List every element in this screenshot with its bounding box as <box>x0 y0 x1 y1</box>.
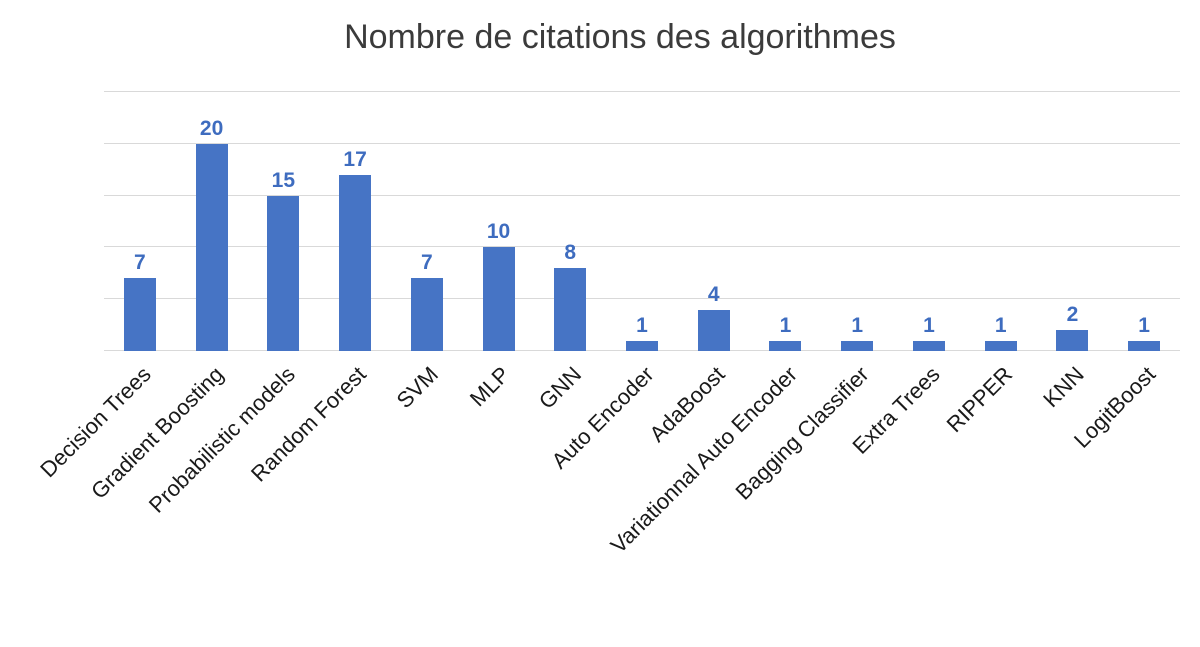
bar <box>841 340 874 351</box>
bar <box>984 340 1017 351</box>
gridline <box>104 246 1180 248</box>
bar-slot: 7 SVM <box>391 92 463 412</box>
x-axis-label: SVM <box>391 361 444 413</box>
bar-value-label: 1 <box>923 313 935 337</box>
bar-value-label: 8 <box>564 241 577 265</box>
bar-slot: 1 Bagging Classifier <box>730 92 893 505</box>
bar <box>769 340 802 351</box>
bar-value-label: 1 <box>851 313 864 337</box>
bar <box>267 195 300 351</box>
bar-value-label: 1 <box>1138 313 1150 337</box>
bar-value-label: 4 <box>707 282 720 306</box>
bar-value-label: 17 <box>343 147 367 171</box>
x-axis-label: Bagging Classifier <box>730 361 874 505</box>
bar-value-label: 7 <box>134 251 146 275</box>
bar <box>410 278 443 351</box>
bar <box>123 278 156 351</box>
bar-slot: 2 KNN <box>1037 92 1109 412</box>
bar-value-label: 1 <box>636 313 648 337</box>
bar <box>339 174 372 351</box>
bar-value-label: 15 <box>271 168 296 192</box>
bar-slot: 8 GNN <box>534 92 606 414</box>
bar-value-label: 2 <box>1066 303 1079 327</box>
bar <box>554 268 587 351</box>
bar-value-label: 1 <box>779 313 792 337</box>
bar-slot: 7 Decision Trees <box>36 92 176 482</box>
gridline <box>104 194 1180 196</box>
bar-slot: 1 Variationnal Auto Encoder <box>605 92 822 558</box>
bar-slot: 17 Random Forest <box>246 92 391 487</box>
bar-slot: 4 AdaBoost <box>645 92 750 447</box>
bar-slot: 15 Probabilistic models <box>144 92 319 518</box>
bar <box>697 309 730 351</box>
bar <box>1056 330 1089 351</box>
bar <box>195 143 228 351</box>
bars-container: 7 Decision Trees 20 Gradient Boosting 15 Prob… <box>36 92 1180 558</box>
bar-slot: 10 MLP <box>463 92 535 411</box>
plot-area: 7 Decision Trees 20 Gradient Boosting 15 Prob… <box>36 91 1180 558</box>
gridline <box>104 298 1180 300</box>
bar-slot: 1 RIPPER <box>941 92 1037 438</box>
bar-slot: 1 LogitBoost <box>1069 92 1180 453</box>
bar-value-label: 7 <box>420 251 433 275</box>
bar <box>482 247 515 351</box>
x-axis-label: RIPPER <box>941 361 1017 438</box>
bar-value-label: 20 <box>199 116 224 140</box>
gridline <box>104 91 1180 92</box>
bar <box>912 340 945 351</box>
bar <box>626 340 658 351</box>
chart-title: Nombre de citations des algorithmes <box>344 18 896 56</box>
x-axis-label: GNN <box>534 361 587 414</box>
x-axis-label: KNN <box>1038 361 1089 413</box>
bar-value-label: 1 <box>994 313 1007 337</box>
bar-slot: 1 Auto Encoder <box>546 92 678 474</box>
bar-value-label: 10 <box>486 220 511 244</box>
x-axis-label: MLP <box>465 361 515 412</box>
x-axis-label: Gradient Boosting <box>85 361 228 504</box>
bar <box>1128 340 1161 351</box>
bar-slot: 20 Gradient Boosting <box>86 92 248 504</box>
bar-slot: 1 Extra Trees <box>848 92 965 459</box>
gridline <box>104 142 1180 144</box>
